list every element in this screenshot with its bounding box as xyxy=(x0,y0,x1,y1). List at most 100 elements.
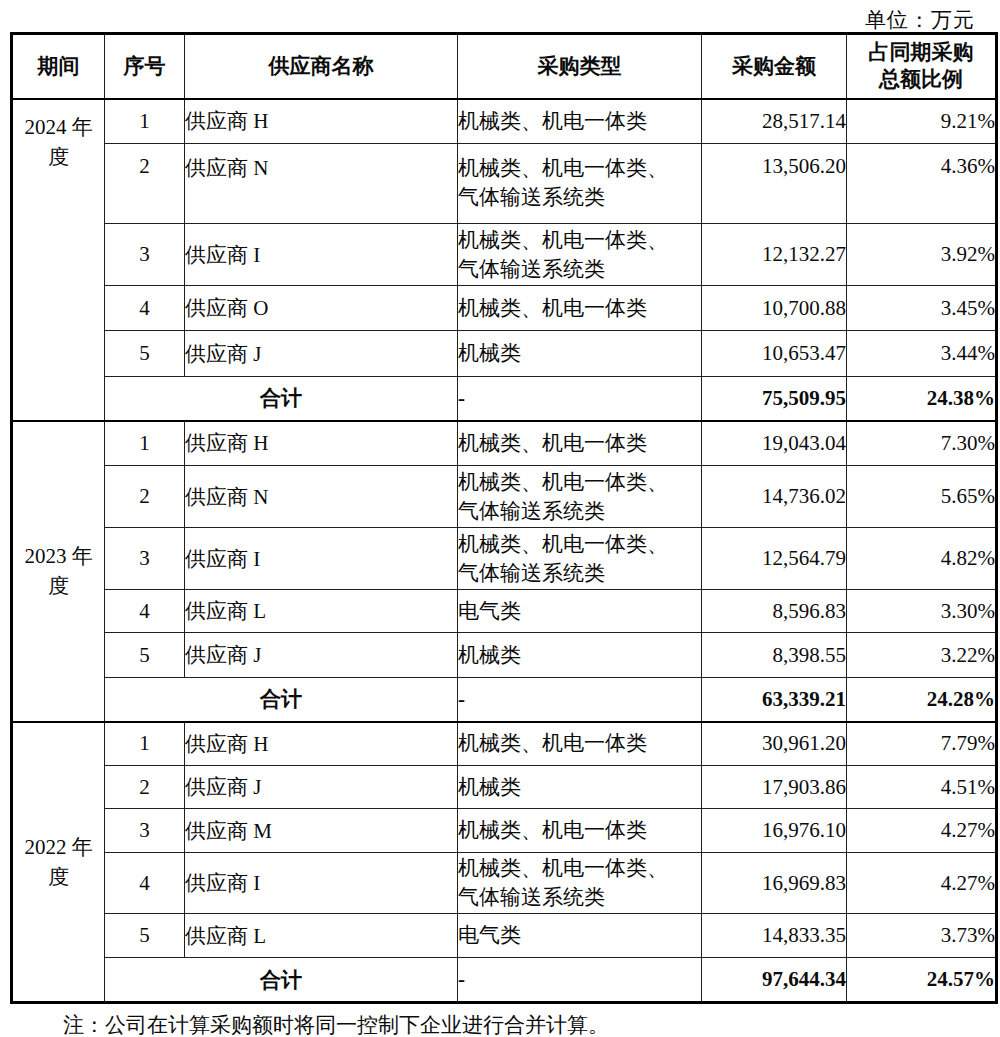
total-type-dash: - xyxy=(458,958,702,1003)
period-line1: 2022 年 xyxy=(13,832,104,862)
procurement-table: 期间 序号 供应商名称 采购类型 采购金额 占同期采购 总额比例 2024 年 … xyxy=(10,32,998,1004)
purchase-amount: 8,596.83 xyxy=(702,590,847,633)
total-ratio: 24.38% xyxy=(847,377,997,421)
total-label: 合计 xyxy=(105,678,458,722)
supplier-row: 2023 年 度 1 供应商 H 机械类、机电一体类 19,043.04 7.3… xyxy=(12,421,997,466)
type-line: 机械类 xyxy=(458,773,701,802)
supplier-name: 供应商 L xyxy=(185,914,458,958)
purchase-amount: 16,969.83 xyxy=(702,853,847,914)
header-type: 采购类型 xyxy=(458,34,702,99)
period-line2: 度 xyxy=(13,142,104,172)
supplier-row: 5 供应商 J 机械类 8,398.55 3.22% xyxy=(12,633,997,678)
footnote: 注：公司在计算采购额时将同一控制下企业进行合并计算。 xyxy=(63,1011,609,1037)
header-ratio-line1: 占同期采购 xyxy=(847,39,995,66)
row-number: 5 xyxy=(105,331,185,377)
purchase-type: 机械类、机电一体类、 气体输送系统类 xyxy=(458,466,702,528)
supplier-name: 供应商 N xyxy=(185,144,458,224)
ratio-value: 3.45% xyxy=(847,286,997,331)
supplier-name: 供应商 I xyxy=(185,528,458,590)
purchase-type: 机械类、机电一体类 xyxy=(458,286,702,331)
purchase-amount: 8,398.55 xyxy=(702,633,847,678)
ratio-value: 9.21% xyxy=(847,99,997,144)
purchase-amount: 30,961.20 xyxy=(702,722,847,766)
supplier-name: 供应商 I xyxy=(185,224,458,286)
row-number: 3 xyxy=(105,528,185,590)
supplier-name: 供应商 H xyxy=(185,421,458,466)
type-line: 机械类、机电一体类 xyxy=(458,107,701,136)
purchase-amount: 14,833.35 xyxy=(702,914,847,958)
supplier-row: 3 供应商 M 机械类、机电一体类 16,976.10 4.27% xyxy=(12,809,997,853)
type-line: 电气类 xyxy=(458,597,701,626)
purchase-type: 电气类 xyxy=(458,914,702,958)
purchase-type: 机械类、机电一体类、 气体输送系统类 xyxy=(458,853,702,914)
type-line: 气体输送系统类 xyxy=(458,497,701,526)
supplier-name: 供应商 J xyxy=(185,331,458,377)
supplier-row: 3 供应商 I 机械类、机电一体类、 气体输送系统类 12,564.79 4.8… xyxy=(12,528,997,590)
purchase-type: 机械类 xyxy=(458,633,702,678)
purchase-type: 机械类 xyxy=(458,766,702,809)
type-line: 机械类、机电一体类 xyxy=(458,429,701,458)
type-line: 机械类、机电一体类、 xyxy=(458,854,701,883)
supplier-name: 供应商 I xyxy=(185,853,458,914)
supplier-row: 3 供应商 I 机械类、机电一体类、 气体输送系统类 12,132.27 3.9… xyxy=(12,224,997,286)
row-number: 1 xyxy=(105,421,185,466)
purchase-type: 机械类、机电一体类、 气体输送系统类 xyxy=(458,528,702,590)
ratio-value: 3.73% xyxy=(847,914,997,958)
ratio-value: 7.79% xyxy=(847,722,997,766)
row-number: 4 xyxy=(105,853,185,914)
purchase-amount: 17,903.86 xyxy=(702,766,847,809)
supplier-name: 供应商 H xyxy=(185,722,458,766)
purchase-amount: 28,517.14 xyxy=(702,99,847,144)
period-line1: 2024 年 xyxy=(13,112,104,142)
purchase-amount: 16,976.10 xyxy=(702,809,847,853)
supplier-row: 2 供应商 J 机械类 17,903.86 4.51% xyxy=(12,766,997,809)
ratio-value: 4.27% xyxy=(847,853,997,914)
purchase-type: 机械类、机电一体类 xyxy=(458,809,702,853)
header-amount: 采购金额 xyxy=(702,34,847,99)
row-number: 2 xyxy=(105,144,185,224)
header-period: 期间 xyxy=(12,34,105,99)
period-cell-2022: 2022 年 度 xyxy=(12,722,105,1003)
row-number: 2 xyxy=(105,466,185,528)
total-row: 合计 - 63,339.21 24.28% xyxy=(12,678,997,722)
header-row: 期间 序号 供应商名称 采购类型 采购金额 占同期采购 总额比例 xyxy=(12,34,997,99)
document-page: 单位：万元 期间 序号 供应商名称 采购类型 采购金额 占同期采购 总额比例 xyxy=(0,0,1000,1037)
header-ratio: 占同期采购 总额比例 xyxy=(847,34,997,99)
ratio-value: 5.65% xyxy=(847,466,997,528)
supplier-row: 5 供应商 J 机械类 10,653.47 3.44% xyxy=(12,331,997,377)
row-number: 1 xyxy=(105,722,185,766)
row-number: 2 xyxy=(105,766,185,809)
unit-label: 单位：万元 xyxy=(865,6,975,34)
supplier-name: 供应商 L xyxy=(185,590,458,633)
purchase-amount: 12,132.27 xyxy=(702,224,847,286)
ratio-value: 3.92% xyxy=(847,224,997,286)
purchase-amount: 12,564.79 xyxy=(702,528,847,590)
purchase-amount: 13,506.20 xyxy=(702,144,847,224)
period-line2: 度 xyxy=(13,862,104,892)
row-number: 3 xyxy=(105,809,185,853)
supplier-row: 5 供应商 L 电气类 14,833.35 3.73% xyxy=(12,914,997,958)
purchase-type: 机械类、机电一体类 xyxy=(458,722,702,766)
period-line1: 2023 年 xyxy=(13,541,104,571)
type-line: 机械类、机电一体类、 xyxy=(458,226,701,255)
header-supplier: 供应商名称 xyxy=(185,34,458,99)
total-amount: 97,644.34 xyxy=(702,958,847,1003)
total-type-dash: - xyxy=(458,678,702,722)
purchase-type: 机械类、机电一体类 xyxy=(458,421,702,466)
total-ratio: 24.28% xyxy=(847,678,997,722)
row-number: 5 xyxy=(105,914,185,958)
supplier-name: 供应商 J xyxy=(185,633,458,678)
supplier-row: 4 供应商 O 机械类、机电一体类 10,700.88 3.45% xyxy=(12,286,997,331)
type-line: 机械类、机电一体类、 xyxy=(458,154,701,183)
supplier-name: 供应商 H xyxy=(185,99,458,144)
supplier-row: 2022 年 度 1 供应商 H 机械类、机电一体类 30,961.20 7.7… xyxy=(12,722,997,766)
supplier-name: 供应商 M xyxy=(185,809,458,853)
type-line: 机械类 xyxy=(458,641,701,670)
supplier-row: 2 供应商 N 机械类、机电一体类、 气体输送系统类 14,736.02 5.6… xyxy=(12,466,997,528)
supplier-name: 供应商 O xyxy=(185,286,458,331)
type-line: 机械类 xyxy=(458,339,701,368)
purchase-amount: 10,700.88 xyxy=(702,286,847,331)
type-line: 机械类、机电一体类、 xyxy=(458,530,701,559)
total-label: 合计 xyxy=(105,377,458,421)
period-cell-2024: 2024 年 度 xyxy=(12,99,105,421)
